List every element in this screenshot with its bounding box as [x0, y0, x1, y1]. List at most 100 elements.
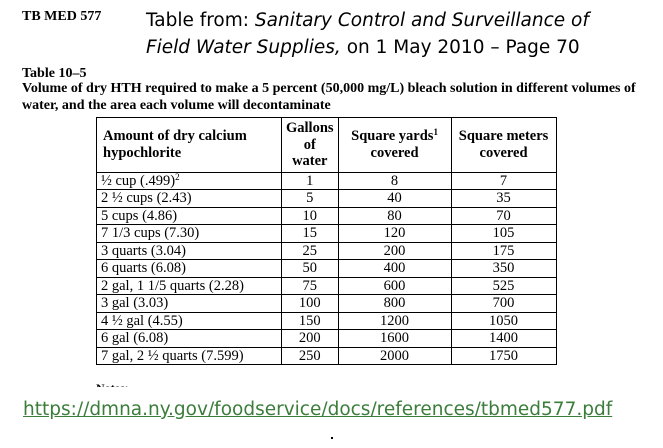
- cell-amount-text: 6 quarts (6.08): [101, 260, 186, 276]
- header-square-yards-label: Square yards: [351, 128, 434, 145]
- header-amount: Amount of dry calcium hypochlorite: [96, 117, 282, 173]
- cell-amount: 3 gal (3.03): [96, 294, 282, 313]
- table-body: ½ cup (.499)2 1 8 7 2 ½ cups (2.43) 5 40 35 5 cu…: [96, 171, 557, 365]
- table-row: 3 gal (3.03) 100 800 700: [96, 294, 557, 313]
- cell-square-meters: 1750: [450, 346, 557, 365]
- cell-square-meters: 7: [450, 171, 557, 190]
- cell-square-yards: 120: [337, 224, 452, 243]
- cell-square-meters: 700: [450, 294, 557, 313]
- cell-square-meters: 70: [450, 206, 557, 225]
- cell-square-yards-text: 80: [387, 207, 402, 224]
- cell-gallons: 5: [281, 189, 339, 208]
- cell-square-meters: 350: [450, 259, 557, 278]
- stray-dot: [331, 437, 333, 439]
- table-row: 6 quarts (6.08) 50 400 350: [96, 259, 557, 278]
- cell-amount: 7 gal, 2 ½ quarts (7.599): [96, 346, 282, 365]
- table-caption: Volume of dry HTH required to make a 5 p…: [22, 81, 636, 113]
- cell-gallons: 1: [281, 171, 339, 190]
- cell-gallons: 25: [281, 241, 339, 260]
- source-url-link[interactable]: https://dmna.ny.gov/foodservice/docs/ref…: [23, 399, 613, 420]
- cell-square-yards: 600: [337, 276, 452, 295]
- cell-square-meters-text: 70: [496, 207, 511, 224]
- cell-square-yards: 40: [337, 189, 452, 208]
- source-prefix: Table from:: [146, 10, 255, 31]
- cell-amount-text: 6 gal (6.08): [101, 330, 169, 346]
- cell-gallons: 15: [281, 224, 339, 243]
- cell-square-yards-text: 40: [387, 190, 402, 206]
- cell-square-meters-text: 7: [499, 172, 508, 189]
- header-square-yards-covered: covered: [370, 144, 419, 161]
- cell-square-yards-text: 120: [383, 225, 406, 241]
- cell-amount: 7 1/3 cups (7.30): [96, 224, 282, 243]
- cell-square-meters: 525: [450, 276, 557, 295]
- table-row: 4 ½ gal (4.55) 150 1200 1050: [96, 311, 557, 330]
- cell-gallons-text: 200: [298, 330, 321, 346]
- table-row: 7 1/3 cups (7.30) 15 120 105: [96, 224, 557, 243]
- source-line-2: Field Water Supplies, on 1 May 2010 – Pa…: [146, 37, 580, 58]
- cell-gallons-text: 50: [302, 260, 318, 276]
- cell-square-meters-text: 700: [492, 295, 515, 311]
- cell-square-yards-text: 400: [383, 260, 406, 276]
- cell-gallons: 250: [281, 346, 339, 365]
- cell-square-yards: 2000: [337, 346, 452, 365]
- cell-gallons-text: 100: [298, 295, 321, 311]
- cell-amount: 6 gal (6.08): [96, 329, 282, 348]
- cell-amount-text: 7 gal, 2 ½ quarts (7.599): [101, 347, 244, 364]
- table-number: Table 10–5: [22, 66, 87, 81]
- cell-gallons: 200: [281, 329, 339, 348]
- hth-table: Amount of dry calcium hypochlorite Gallo…: [96, 117, 557, 365]
- table-row: 3 quarts (3.04) 25 200 175: [96, 241, 557, 260]
- cell-gallons: 150: [281, 311, 339, 330]
- table-row: 2 gal, 1 1/5 quarts (2.28) 75 600 525: [96, 276, 557, 295]
- cell-gallons: 100: [281, 294, 339, 313]
- cell-square-yards: 8: [337, 171, 452, 190]
- cell-gallons-text: 15: [302, 225, 318, 241]
- header-square-yards: Square yards1 covered: [337, 117, 452, 173]
- cell-amount: 3 quarts (3.04): [96, 241, 282, 260]
- cell-gallons-text: 150: [298, 312, 321, 329]
- table-header-row: Amount of dry calcium hypochlorite Gallo…: [96, 117, 557, 173]
- document-code: TB MED 577: [22, 9, 102, 24]
- cell-square-meters-text: 105: [492, 225, 515, 241]
- cell-square-meters-text: 1400: [489, 330, 519, 346]
- cell-square-yards: 400: [337, 259, 452, 278]
- cell-square-yards-text: 800: [383, 295, 406, 311]
- cell-amount-text: 2 gal, 1 1/5 quarts (2.28): [101, 277, 244, 294]
- cell-square-meters-text: 350: [492, 260, 515, 276]
- source-line-1: Table from: Sanitary Control and Surveil…: [146, 10, 589, 31]
- cell-gallons-text: 250: [298, 347, 321, 364]
- cell-amount: 4 ½ gal (4.55): [96, 311, 282, 330]
- cell-square-yards-text: 200: [383, 242, 406, 259]
- cell-square-yards: 800: [337, 294, 452, 313]
- cell-gallons: 75: [281, 276, 339, 295]
- cell-gallons: 50: [281, 259, 339, 278]
- cell-square-meters-text: 1750: [489, 347, 519, 364]
- cell-amount: 2 ½ cups (2.43): [96, 189, 282, 208]
- table-row: ½ cup (.499)2 1 8 7: [96, 171, 557, 190]
- cell-square-meters: 1400: [450, 329, 557, 348]
- cell-square-yards-text: 8: [390, 172, 399, 189]
- source-title-part-1: Sanitary Control and Surveillance of: [254, 10, 589, 31]
- cell-square-meters-text: 35: [496, 190, 511, 206]
- cell-square-meters: 105: [450, 224, 557, 243]
- cell-square-yards-text: 600: [383, 277, 406, 294]
- cell-square-yards-text: 1200: [380, 312, 410, 329]
- cell-amount: 6 quarts (6.08): [96, 259, 282, 278]
- cell-gallons-text: 75: [302, 277, 318, 294]
- cell-square-yards: 1200: [337, 311, 452, 330]
- cell-square-meters-text: 525: [492, 277, 515, 294]
- cell-square-meters: 175: [450, 241, 557, 260]
- footnote-marker: 1: [433, 127, 438, 138]
- cell-gallons-text: 25: [302, 242, 318, 259]
- cell-amount: ½ cup (.499)2: [96, 171, 282, 190]
- cell-amount: 2 gal, 1 1/5 quarts (2.28): [96, 276, 282, 295]
- cell-amount-text: 2 ½ cups (2.43): [101, 190, 192, 206]
- source-title-part-2: Field Water Supplies,: [146, 37, 341, 58]
- cell-square-meters-text: 1050: [489, 312, 519, 329]
- footnote-marker: 2: [175, 171, 180, 182]
- header-square-meters: Square meters covered: [450, 117, 557, 173]
- cell-square-meters-text: 175: [492, 242, 515, 259]
- cell-square-yards-text: 2000: [380, 347, 410, 364]
- cell-amount-text: 7 1/3 cups (7.30): [101, 225, 200, 241]
- cell-amount-text: 4 ½ gal (4.55): [101, 312, 183, 329]
